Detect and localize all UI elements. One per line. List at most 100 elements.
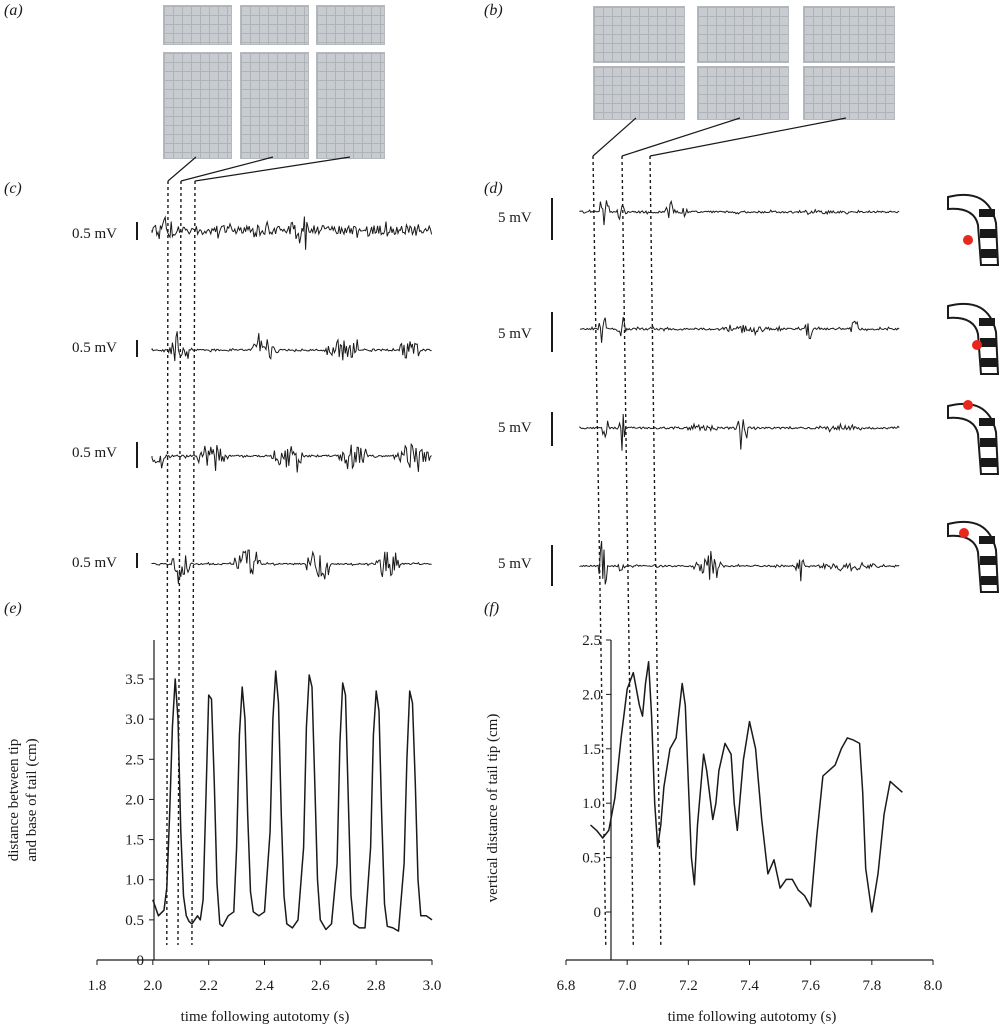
tail-photo-thumbnail (803, 6, 895, 63)
tail-photo-thumbnail (697, 66, 789, 120)
trace-line (151, 215, 433, 250)
tail-photo-thumbnail (163, 5, 232, 45)
tail-schematic-icon (947, 302, 1000, 375)
scale-bar-label: 5 mV (498, 326, 532, 342)
event-dashed-lines (166, 155, 662, 946)
tail-photo-thumbnail (697, 6, 789, 63)
x-tick-label: 2.4 (255, 978, 274, 994)
scale-bar-label: 0.5 mV (72, 445, 117, 461)
panel-label-f: (f) (484, 600, 500, 617)
panel-label-b: (b) (484, 2, 503, 19)
tail-photo-thumbnail (163, 52, 232, 159)
series-line (590, 661, 903, 913)
tail-band (980, 229, 997, 238)
x-tick-label: 8.0 (924, 978, 943, 994)
tail-schematic-icon (947, 520, 1000, 593)
chart-e-xlabel: time following autotomy (s) (181, 1009, 350, 1024)
tail-band (981, 249, 998, 258)
scale-bar-label: 5 mV (498, 210, 532, 226)
y-tick-label: 1.0 (582, 796, 601, 812)
scale-bar-label: 0.5 mV (72, 226, 117, 242)
y-tick-label: 0 (594, 905, 602, 921)
event-dashed-line (177, 180, 182, 946)
chart-f-xlabel: time following autotomy (s) (668, 1009, 837, 1024)
x-tick-label: 7.8 (862, 978, 881, 994)
electrophysiology-traces (151, 199, 900, 585)
x-tick-label: 2.0 (143, 978, 162, 994)
chart-f: time following autotomy (s) vertical dis… (485, 633, 942, 1024)
trace-line (579, 316, 900, 343)
chart-e-ylabel-line2: and base of tail (cm) (24, 738, 40, 861)
electrode-marker (959, 528, 969, 538)
y-tick-label: 2.0 (582, 687, 601, 703)
tail-band (981, 458, 998, 467)
x-tick-label: 2.6 (311, 978, 330, 994)
tail-band (981, 576, 998, 585)
tail-schematic-icon (947, 400, 1000, 475)
trace-line (151, 442, 432, 473)
scale-bar-label: 5 mV (498, 556, 532, 572)
tail-band (980, 556, 997, 565)
y-tick-label: 1.0 (125, 873, 144, 889)
trace-line (579, 199, 900, 226)
electrode-marker (972, 340, 982, 350)
tail-band (980, 338, 997, 347)
panel-label-e: (e) (4, 600, 22, 617)
trace-line (151, 549, 432, 584)
tail-band (981, 358, 998, 367)
y-tick-label: 0.5 (582, 851, 601, 867)
y-tick-label: 3.5 (125, 672, 144, 688)
trace-line (151, 331, 432, 362)
y-tick-label: 0.5 (125, 913, 144, 929)
y-tick-label: 2.0 (125, 792, 144, 808)
tail-photo-thumbnail (593, 66, 685, 120)
x-tick-label: 6.8 (557, 978, 576, 994)
tail-schematics (947, 193, 1000, 593)
chart-e: time following autotomy (s) distance bet… (6, 640, 441, 1024)
x-tick-label: 7.0 (618, 978, 637, 994)
tail-photo-thumbnail (593, 6, 685, 63)
x-tick-label: 3.0 (423, 978, 442, 994)
chart-f-ylabel: vertical distance of tail tip (cm) (485, 714, 501, 903)
y-tick-label: 3.0 (125, 712, 144, 728)
x-tick-label: 7.2 (679, 978, 698, 994)
trace-line (579, 540, 900, 585)
y-tick-label: 0 (137, 953, 145, 969)
tail-band (979, 318, 995, 326)
x-tick-label: 7.6 (801, 978, 820, 994)
scale-bar-label: 0.5 mV (72, 340, 117, 356)
x-tick-label: 7.4 (740, 978, 759, 994)
event-dashed-line (649, 155, 662, 946)
tail-photo-thumbnail (316, 5, 385, 45)
tail-photo-thumbnail (803, 66, 895, 120)
y-tick-label: 2.5 (582, 633, 601, 649)
tail-band (979, 418, 995, 426)
y-tick-label: 2.5 (125, 752, 144, 768)
tail-photo-thumbnail (240, 52, 309, 159)
scale-bar-label: 0.5 mV (72, 555, 117, 571)
y-tick-label: 1.5 (125, 833, 144, 849)
tail-band (979, 536, 995, 544)
electrode-marker (963, 235, 973, 245)
tail-photo-thumbnail (240, 5, 309, 45)
electrode-marker (963, 400, 973, 410)
panel-label-d: (d) (484, 180, 503, 197)
tail-band (980, 438, 997, 447)
event-dashed-line (191, 180, 196, 946)
tail-photo-thumbnail (316, 52, 385, 159)
x-tick-label: 1.8 (88, 978, 107, 994)
trace-line (579, 413, 900, 451)
tail-schematic-icon (947, 193, 1000, 266)
x-tick-label: 2.8 (367, 978, 386, 994)
photo-connectors (167, 117, 847, 182)
panel-label-c: (c) (4, 180, 22, 197)
event-dashed-line (166, 180, 169, 946)
scale-bars (136, 198, 553, 586)
x-tick-label: 2.2 (199, 978, 218, 994)
event-dashed-line (621, 155, 634, 946)
chart-e-ylabel-line1: distance between tip (6, 739, 22, 861)
y-tick-label: 1.5 (582, 742, 601, 758)
panel-label-a: (a) (4, 2, 23, 19)
